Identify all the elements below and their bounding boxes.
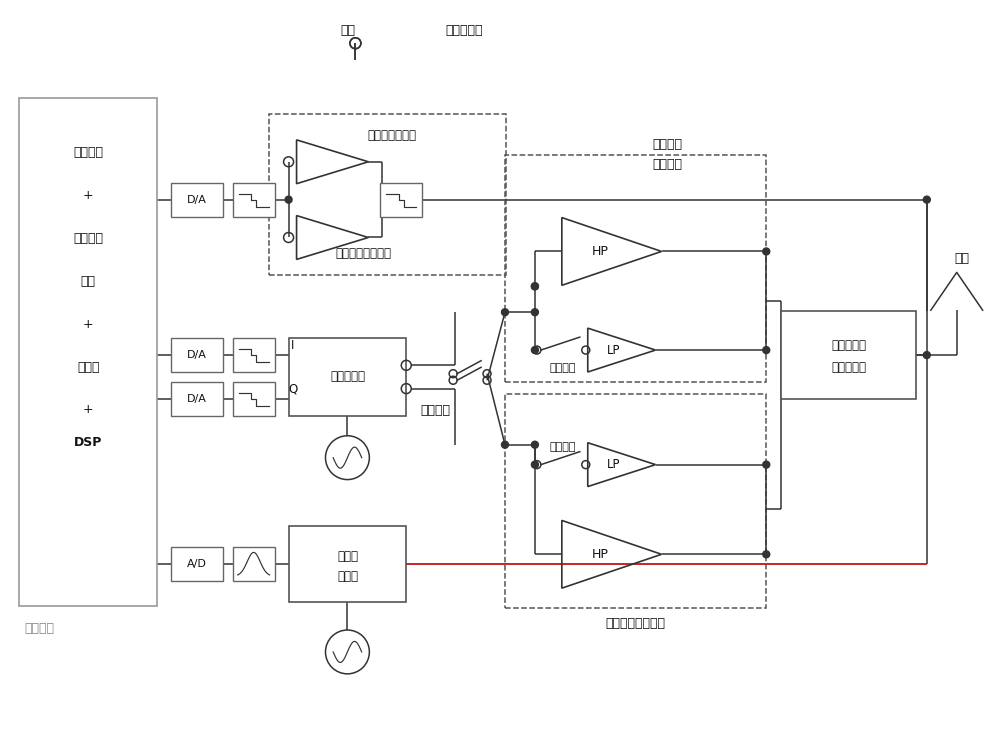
Text: +: +: [83, 403, 93, 416]
Bar: [171, 382, 223, 416]
Text: A/D: A/D: [187, 559, 207, 569]
Bar: [233, 183, 275, 217]
Bar: [781, 311, 916, 399]
Circle shape: [285, 196, 292, 203]
Circle shape: [531, 283, 538, 290]
Text: 预失真: 预失真: [77, 360, 99, 374]
Circle shape: [531, 441, 538, 448]
Text: Q: Q: [288, 383, 297, 396]
Text: DSP: DSP: [74, 436, 102, 450]
Text: 低频段放: 低频段放: [652, 139, 682, 151]
Text: +: +: [83, 318, 93, 331]
Text: 数字基带: 数字基带: [24, 621, 54, 635]
Bar: [233, 382, 275, 416]
Circle shape: [763, 346, 770, 354]
Text: 调制器: 调制器: [337, 570, 358, 583]
Text: 生成: 生成: [81, 275, 96, 288]
Bar: [171, 548, 223, 581]
Text: LP: LP: [607, 458, 620, 471]
Text: 正交调制器: 正交调制器: [330, 371, 365, 383]
Text: 功率开关: 功率开关: [550, 441, 576, 452]
Text: 开关式包络放大器: 开关式包络放大器: [336, 247, 392, 260]
Circle shape: [923, 352, 930, 358]
Text: 大器模块: 大器模块: [652, 158, 682, 171]
Text: 下变频: 下变频: [337, 550, 358, 563]
Text: 高频段放大器模块: 高频段放大器模块: [606, 617, 666, 629]
Bar: [289, 526, 406, 602]
Bar: [289, 338, 406, 416]
Bar: [233, 548, 275, 581]
Circle shape: [763, 248, 770, 255]
Text: I: I: [291, 338, 294, 352]
Text: HP: HP: [591, 548, 608, 561]
Bar: [269, 114, 506, 276]
Text: 电源调制器: 电源调制器: [445, 24, 483, 37]
Text: LP: LP: [607, 343, 620, 357]
Bar: [19, 98, 157, 606]
Circle shape: [763, 551, 770, 558]
Text: +: +: [83, 189, 93, 202]
Bar: [233, 338, 275, 372]
Text: 调制信号: 调制信号: [73, 232, 103, 245]
Text: 功率开关: 功率开关: [550, 363, 576, 373]
Bar: [380, 183, 422, 217]
Text: 电源: 电源: [340, 24, 355, 37]
Text: 可重构式输: 可重构式输: [831, 338, 866, 352]
Circle shape: [501, 441, 508, 448]
Circle shape: [531, 461, 538, 468]
Text: D/A: D/A: [187, 394, 207, 404]
Text: 出匹配电路: 出匹配电路: [831, 360, 866, 374]
Text: 天线: 天线: [954, 252, 969, 265]
Circle shape: [923, 196, 930, 203]
Text: 包络生成: 包络生成: [73, 147, 103, 159]
Bar: [171, 183, 223, 217]
Circle shape: [531, 309, 538, 315]
Text: D/A: D/A: [187, 195, 207, 205]
Text: D/A: D/A: [187, 350, 207, 360]
Circle shape: [763, 461, 770, 468]
Bar: [505, 155, 766, 382]
Circle shape: [531, 346, 538, 354]
Bar: [505, 394, 766, 608]
Circle shape: [501, 309, 508, 315]
Text: 线性包络放大器: 线性包络放大器: [368, 130, 417, 142]
Bar: [171, 338, 223, 372]
Text: 频率开关: 频率开关: [420, 404, 450, 417]
Circle shape: [531, 283, 538, 290]
Text: HP: HP: [591, 245, 608, 258]
